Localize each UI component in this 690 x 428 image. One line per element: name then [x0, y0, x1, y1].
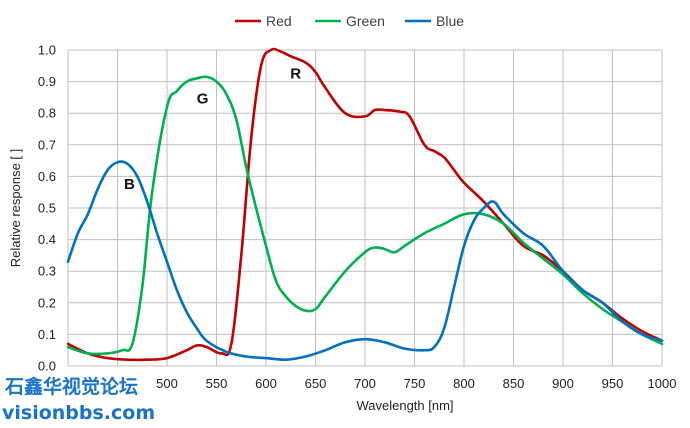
legend-label-green: Green [346, 13, 385, 29]
x-tick-label: 600 [255, 376, 277, 391]
y-tick-label: 0.0 [38, 359, 56, 374]
x-tick-label: 650 [305, 376, 327, 391]
legend-label-red: Red [266, 13, 292, 29]
x-axis-ticks: 500 550 600 650 700 750 800 850 900 950 1000 [156, 376, 676, 391]
series-line-blue [66, 160, 664, 362]
series-line-red [66, 47, 664, 362]
y-tick-label: 0.9 [38, 74, 56, 89]
annotation-g: G [197, 91, 209, 108]
x-tick-label: 1000 [648, 376, 677, 391]
series-layer [66, 47, 664, 362]
annotations: R G B [124, 65, 301, 193]
x-axis-title: Wavelength [nm] [356, 398, 453, 413]
x-tick-label: 950 [602, 376, 624, 391]
y-tick-label: 0.5 [38, 201, 56, 216]
x-tick-label: 800 [453, 376, 475, 391]
x-tick-label: 550 [206, 376, 228, 391]
y-axis-ticks: 0.0 0.1 0.2 0.3 0.4 0.5 0.6 0.7 0.8 0.9 1.0 [38, 43, 56, 374]
annotation-b: B [124, 176, 135, 193]
watermark-title: 石鑫华视觉论坛 [4, 375, 138, 398]
x-tick-label: 500 [156, 376, 178, 391]
y-tick-label: 0.8 [38, 106, 56, 121]
y-tick-label: 0.4 [38, 232, 56, 247]
y-tick-label: 0.1 [38, 327, 56, 342]
y-tick-label: 0.6 [38, 169, 56, 184]
series-line-green [66, 75, 664, 356]
x-tick-label: 850 [503, 376, 525, 391]
legend: Red Green Blue [235, 13, 464, 29]
x-tick-label: 700 [354, 376, 376, 391]
y-tick-label: 0.3 [38, 264, 56, 279]
y-tick-label: 0.7 [38, 137, 56, 152]
x-tick-label: 750 [404, 376, 426, 391]
annotation-r: R [290, 65, 301, 82]
y-tick-label: 1.0 [38, 43, 56, 58]
x-tick-label: 900 [552, 376, 574, 391]
y-tick-label: 0.2 [38, 295, 56, 310]
watermark-url: visionbbs.com [2, 402, 155, 424]
legend-label-blue: Blue [436, 13, 464, 29]
y-axis-title: Relative response [ ] [8, 149, 23, 268]
